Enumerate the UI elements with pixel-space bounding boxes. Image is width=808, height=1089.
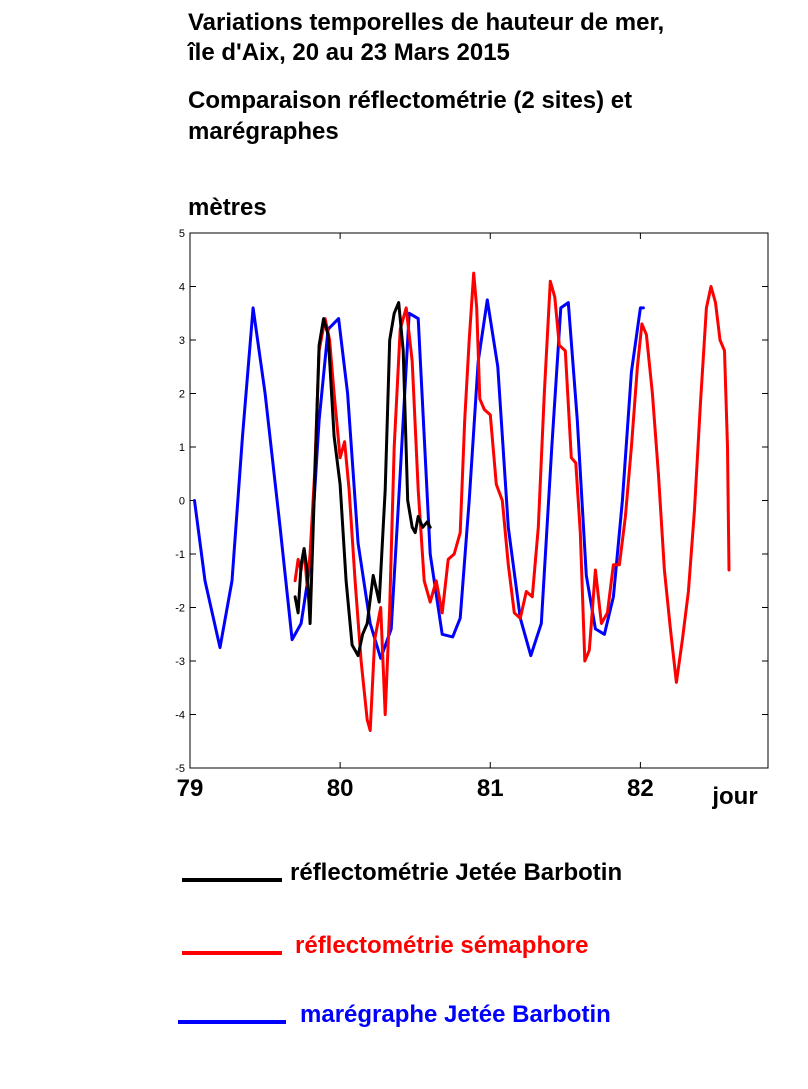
y-tick-label: 5	[179, 228, 185, 240]
series-line-3	[293, 301, 432, 658]
title-line-1: Variations temporelles de hauteur de mer…	[188, 9, 665, 36]
x-tick-label: 81	[477, 775, 504, 802]
subtitle-line-2: marégraphes	[188, 118, 339, 145]
title-line-2: île d'Aix, 20 au 23 Mars 2015	[188, 39, 510, 66]
legend-swatch	[178, 1020, 286, 1024]
legend-swatch	[182, 951, 282, 955]
legend-label: marégraphe Jetée Barbotin	[300, 1001, 611, 1028]
y-tick-label: 1	[179, 442, 185, 454]
y-tick-label: 2	[179, 389, 185, 401]
legend-swatch	[182, 878, 282, 882]
x-axis-label: jour	[711, 783, 757, 810]
series-line-1	[193, 298, 645, 660]
y-tick-label: -5	[175, 763, 185, 775]
legend-label: réflectométrie Jetée Barbotin	[290, 859, 623, 886]
legend-label: réflectométrie sémaphore	[295, 932, 589, 959]
subtitle-line-1: Comparaison réflectométrie (2 sites) et	[188, 87, 633, 114]
y-tick-label: -2	[175, 603, 185, 615]
x-tick-label: 80	[327, 775, 354, 802]
x-tick-label: 79	[177, 775, 204, 802]
y-tick-label: -1	[175, 549, 185, 561]
y-tick-label: -3	[175, 656, 185, 668]
y-tick-label: 4	[179, 282, 185, 294]
tide-chart: -5 -4 -3 -2 -1 0 1 2 3 4 5 79 80 81 82 jour	[175, 228, 769, 810]
x-tick-label: 82	[627, 775, 654, 802]
y-tick-label: 3	[179, 335, 185, 347]
y-tick-label: 0	[179, 496, 185, 508]
y-axis-label: mètres	[188, 194, 267, 221]
y-tick-label: -4	[175, 710, 185, 722]
series-line-2	[293, 271, 731, 732]
